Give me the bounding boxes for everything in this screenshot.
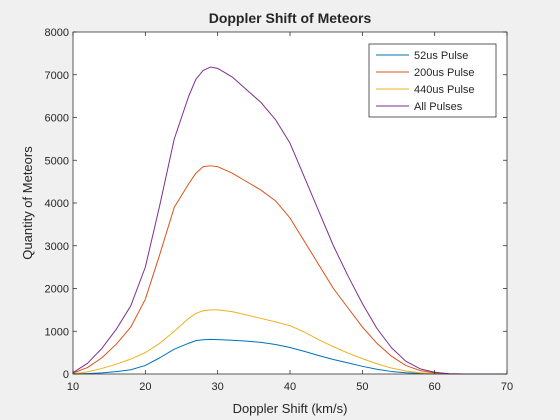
- x-axis-label: Doppler Shift (km/s): [233, 401, 348, 416]
- series-line-all-pulses: [72, 66, 507, 375]
- ticks-layer: 10 20 30 40 50 60 70 0 1000 2000 3000 4000 5000 6000 7…: [45, 27, 514, 393]
- y-tick-label: 2000: [45, 284, 69, 296]
- x-tick-label: 10: [67, 381, 79, 393]
- chart-title: Doppler Shift of Meteors: [209, 10, 372, 26]
- y-tick-label: 4000: [45, 198, 69, 210]
- legend-entry-label: 52us Pulse: [414, 50, 468, 62]
- x-tick-label: 70: [501, 381, 513, 393]
- x-tick-label: 60: [429, 381, 441, 393]
- y-axis-label: Quantity of Meteors: [20, 146, 35, 260]
- legend-items: 52us Pulse 200us Pulse 440us Pulse All Puls…: [376, 50, 475, 113]
- series-line-440us-pulse: [72, 309, 507, 375]
- legend: 52us Pulse 200us Pulse 440us Pulse All Puls…: [368, 43, 497, 118]
- y-tick-label: 6000: [45, 113, 69, 125]
- legend-entry-label: 200us Pulse: [414, 67, 475, 79]
- y-tick-label: 7000: [45, 70, 69, 82]
- x-tick-label: 40: [284, 381, 296, 393]
- legend-entry-label: All Pulses: [414, 101, 463, 113]
- legend-box: [368, 43, 497, 118]
- series-line-200us-pulse: [72, 165, 507, 375]
- y-tick-label: 0: [63, 369, 69, 381]
- y-tick-label: 5000: [45, 155, 69, 167]
- y-tick-label: 1000: [45, 326, 69, 338]
- x-tick-label: 30: [212, 381, 224, 393]
- y-tick-label: 3000: [45, 241, 69, 253]
- x-tick-label: 20: [139, 381, 151, 393]
- legend-entry-label: 440us Pulse: [414, 84, 475, 96]
- y-tick-label: 8000: [45, 27, 69, 39]
- x-tick-label: 50: [356, 381, 368, 393]
